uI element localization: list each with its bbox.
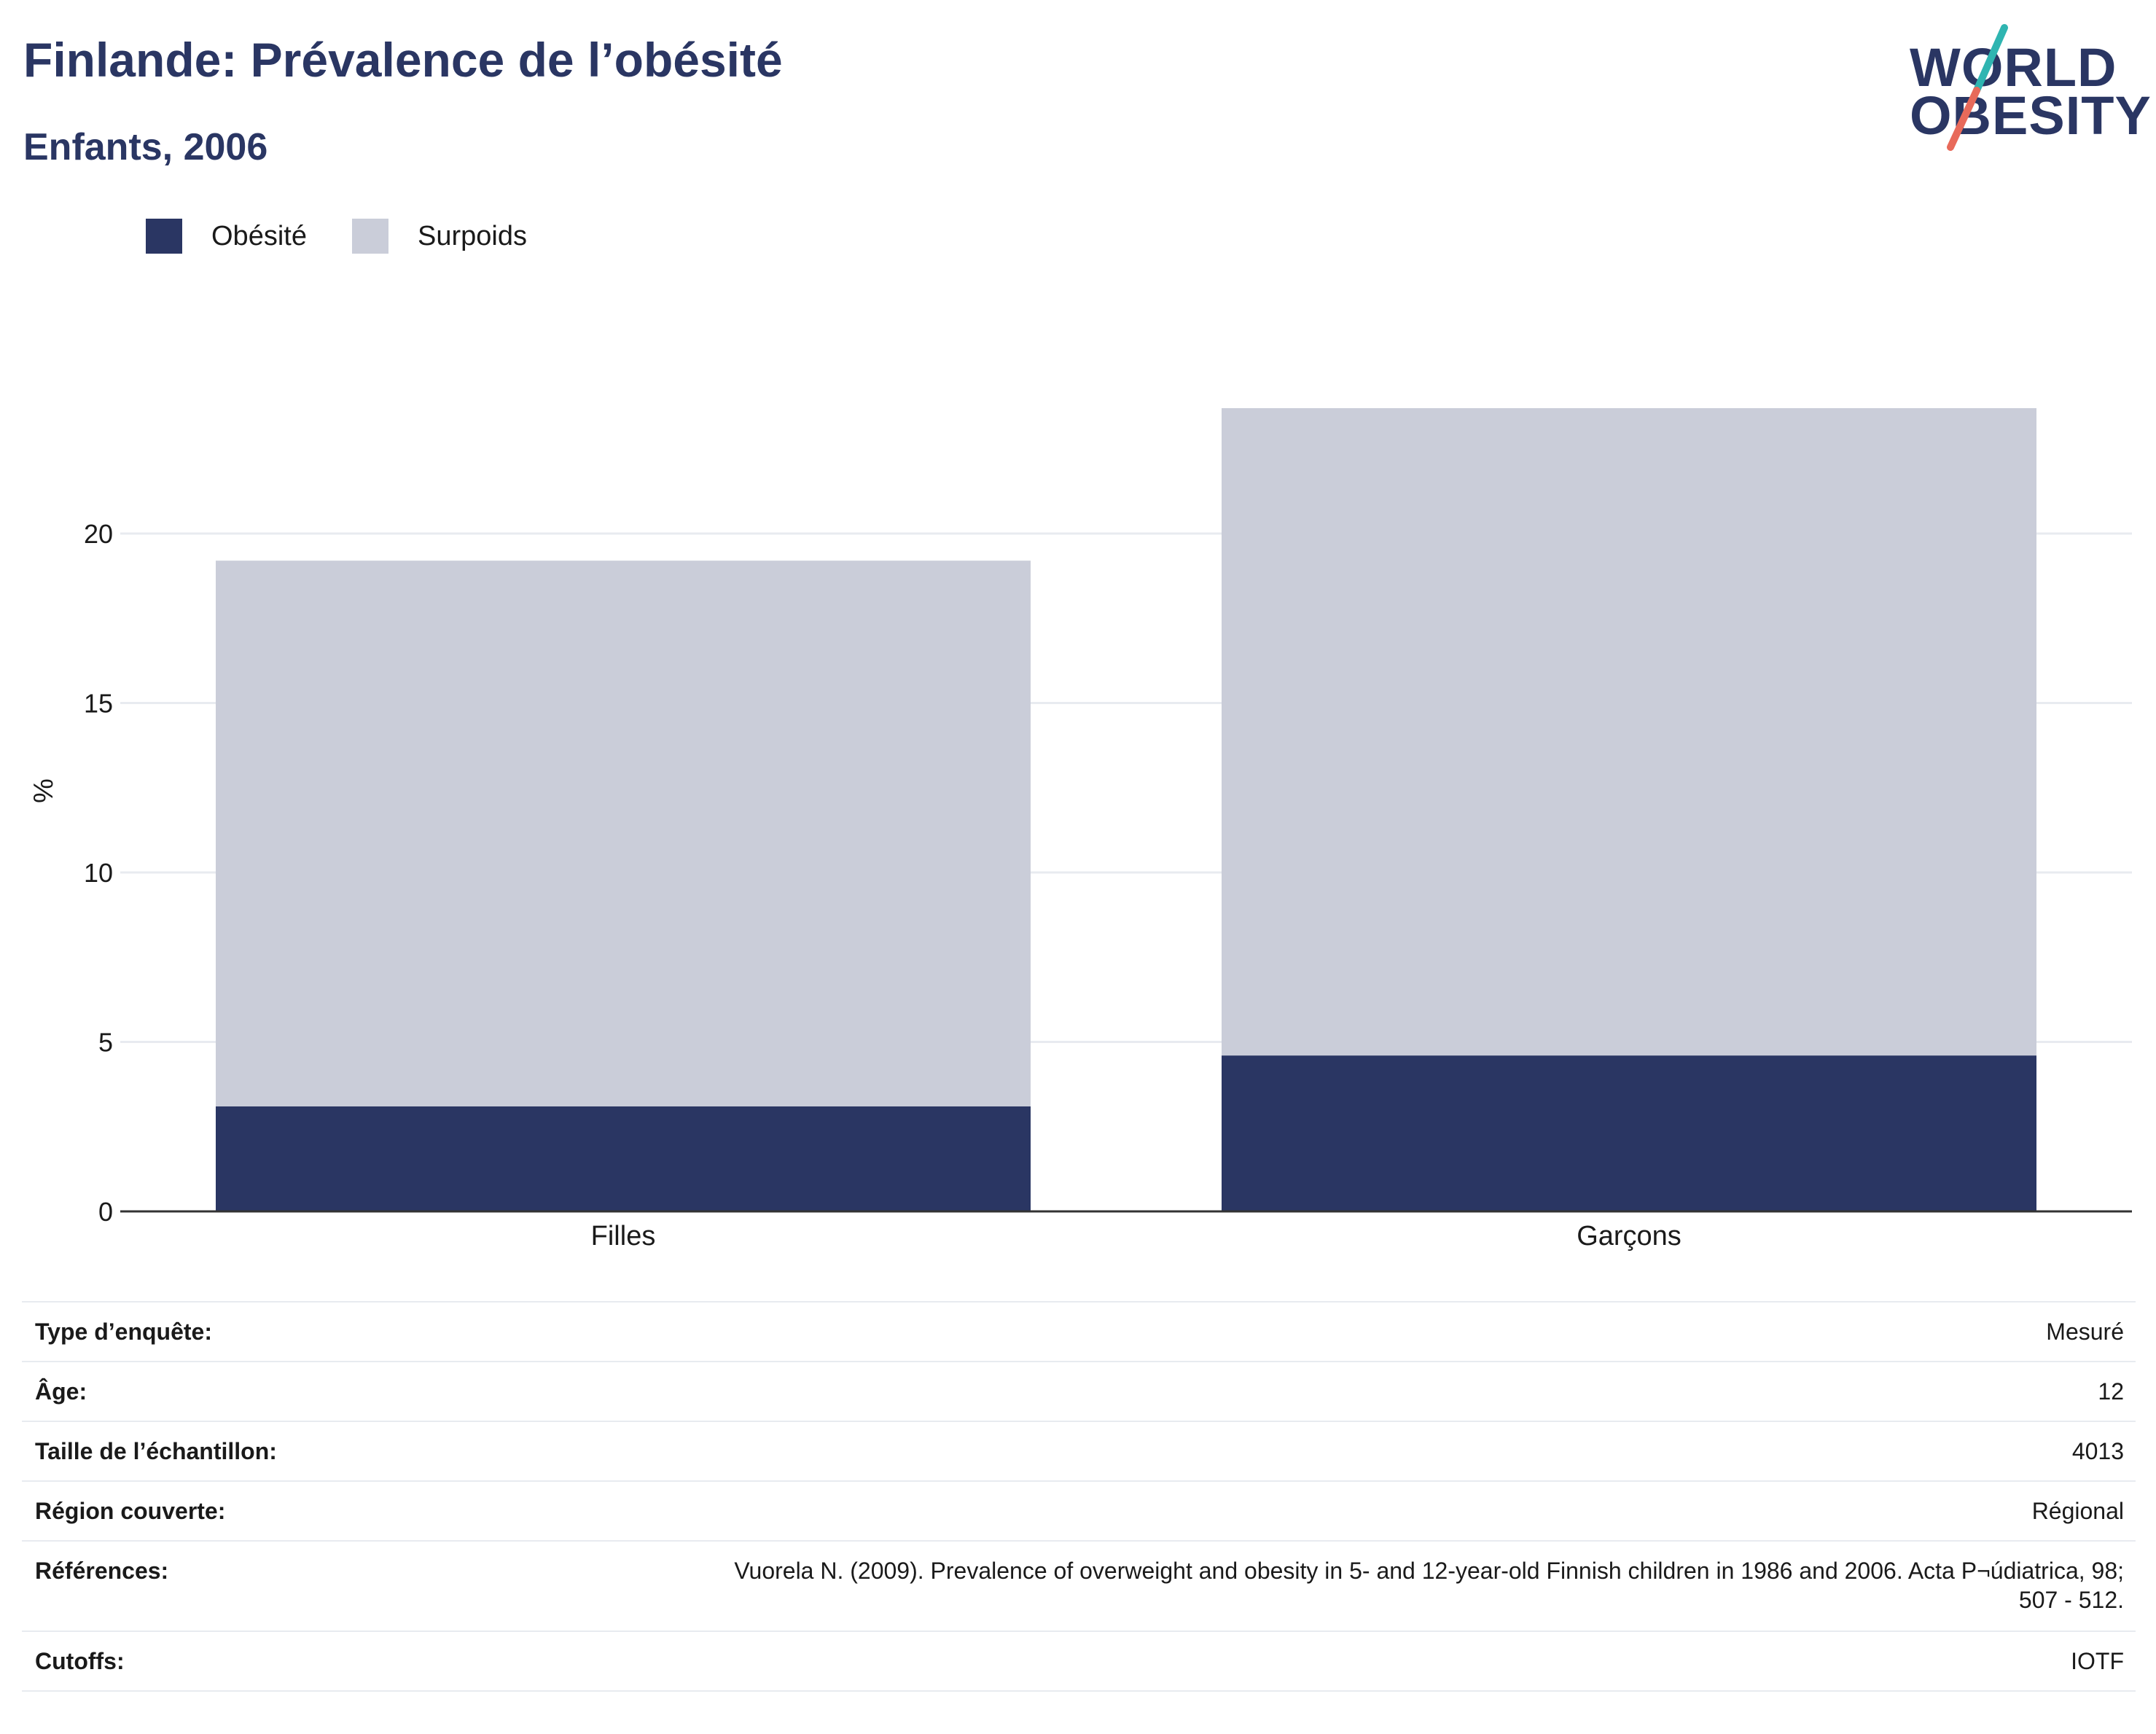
chart-title: Finlande: Prévalence de l’obésité bbox=[23, 33, 783, 87]
info-row: Âge: 12 bbox=[22, 1361, 2136, 1421]
y-tick-label: 0 bbox=[98, 1197, 113, 1227]
legend-label-obesite: Obésité bbox=[211, 221, 307, 251]
chart-subtitle: Enfants, 2006 bbox=[23, 126, 268, 168]
bar-obesite-filles bbox=[216, 1106, 1031, 1211]
legend-swatch-surpoids bbox=[352, 219, 388, 254]
logo-slash-icon bbox=[1947, 24, 2008, 151]
x-tick-label: Garçons bbox=[1577, 1221, 1682, 1251]
y-tick-label: 20 bbox=[84, 519, 113, 549]
info-value: Régional bbox=[2031, 1498, 2124, 1524]
bar-surpoids-filles bbox=[216, 561, 1031, 1106]
info-value-line: 507 - 512. bbox=[2018, 1587, 2124, 1613]
info-label: Taille de l’échantillon: bbox=[35, 1438, 277, 1464]
info-row: Taille de l’échantillon: 4013 bbox=[22, 1421, 2136, 1480]
info-row: Références: Vuorela N. (2009). Prevalence… bbox=[22, 1540, 2136, 1630]
y-tick-label: 5 bbox=[98, 1028, 113, 1058]
legend-swatch-obesite bbox=[146, 219, 182, 254]
info-value: Vuorela N. (2009). Prevalence of overwei… bbox=[734, 1556, 2124, 1614]
info-value-line: Vuorela N. (2009). Prevalence of overwei… bbox=[734, 1558, 2124, 1584]
info-row: Région couverte: Régional bbox=[22, 1480, 2136, 1540]
bar-surpoids-garcons bbox=[1222, 407, 2036, 1056]
logo-line-obesity: OBESITY bbox=[1910, 85, 2152, 146]
info-row: Type d’enquête: Mesuré bbox=[22, 1301, 2136, 1361]
info-label: Type d’enquête: bbox=[35, 1319, 212, 1345]
info-label: Références: bbox=[35, 1558, 169, 1584]
info-value: Mesuré bbox=[2046, 1319, 2124, 1345]
info-label: Âge: bbox=[35, 1378, 87, 1405]
info-row: Cutoffs: IOTF bbox=[22, 1630, 2136, 1692]
info-value: IOTF bbox=[2071, 1648, 2124, 1674]
legend-label-surpoids: Surpoids bbox=[418, 221, 527, 251]
survey-info-table: Type d’enquête: Mesuré Âge: 12 Taille de l’é… bbox=[22, 1301, 2136, 1692]
bar-obesite-garcons bbox=[1222, 1055, 2036, 1211]
info-value: 12 bbox=[2098, 1378, 2124, 1405]
world-obesity-logo: WORLD OBESITY bbox=[1895, 22, 2151, 153]
logo-line-world: WORLD bbox=[1910, 37, 2117, 98]
y-axis-label: % bbox=[28, 778, 59, 803]
y-tick-label: 15 bbox=[84, 689, 113, 719]
info-value: 4013 bbox=[2071, 1438, 2124, 1464]
y-tick-label: 10 bbox=[84, 858, 113, 888]
stacked-bar-chart: 0 5 10 15 20% Filles Garçons bbox=[28, 407, 2132, 1251]
info-label: Région couverte: bbox=[35, 1498, 226, 1524]
x-tick-label: Filles bbox=[591, 1221, 656, 1251]
info-label: Cutoffs: bbox=[35, 1648, 125, 1674]
